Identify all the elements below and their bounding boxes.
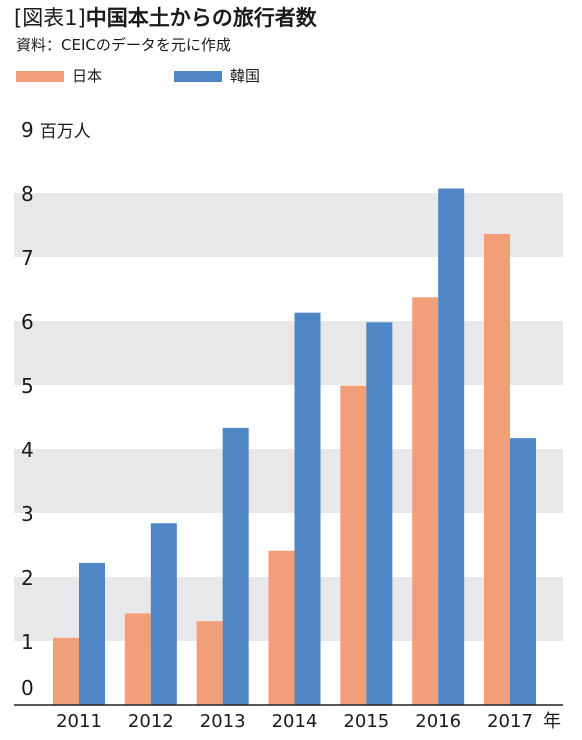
bars bbox=[53, 188, 536, 705]
figure-label: [図表1] bbox=[14, 6, 86, 30]
grid-band bbox=[14, 193, 563, 257]
y-tick-label: 5 bbox=[21, 374, 34, 398]
chart-title: [図表1]中国本土からの旅行者数 bbox=[14, 4, 317, 32]
y-tick-label: 2 bbox=[21, 566, 34, 590]
y-tick-label: 1 bbox=[21, 630, 34, 654]
x-tick-label: 2013 bbox=[200, 711, 246, 732]
bar-japan-2012 bbox=[124, 613, 151, 705]
y-tick-label: 0 bbox=[21, 676, 34, 700]
y-tick-label: 3 bbox=[21, 502, 34, 526]
legend-item-japan: 日本 bbox=[16, 66, 102, 86]
bar-japan-2015 bbox=[340, 385, 367, 705]
x-unit-label: 年 bbox=[543, 711, 561, 732]
legend-label-korea: 韓国 bbox=[230, 67, 261, 85]
bar-korea-2012 bbox=[150, 523, 177, 705]
bar-korea-2015 bbox=[366, 322, 393, 705]
bar-japan-2016 bbox=[412, 297, 439, 705]
bar-korea-2011 bbox=[79, 562, 105, 705]
x-tick-label: 2012 bbox=[128, 711, 174, 732]
legend-swatch-korea bbox=[174, 70, 222, 82]
bar-korea-2017 bbox=[510, 438, 536, 705]
x-tick-label: 2017 bbox=[487, 711, 533, 732]
bar-japan-2013 bbox=[196, 621, 223, 705]
x-tick-labels: 2011 2012 2013 2014 2015 2016 2017 年 bbox=[56, 711, 561, 732]
y-tick-label: 6 bbox=[21, 310, 34, 334]
x-tick-label: 2016 bbox=[415, 711, 461, 732]
y-unit-label: 百万人 bbox=[40, 122, 91, 142]
legend-swatch-japan bbox=[16, 70, 64, 82]
grid-band bbox=[14, 449, 563, 513]
y-tick-label: 4 bbox=[21, 438, 34, 462]
legend-item-korea: 韓国 bbox=[174, 66, 260, 86]
bar-japan-2014 bbox=[268, 550, 295, 705]
y-tick-label: 7 bbox=[21, 246, 34, 270]
y-tick-labels: 0 1 2 3 4 5 6 7 8 9 百万人 bbox=[21, 118, 91, 700]
y-tick-label: 8 bbox=[21, 182, 34, 206]
bar-korea-2014 bbox=[294, 312, 321, 705]
y-tick-label: 9 百万人 bbox=[21, 118, 91, 142]
bar-korea-2013 bbox=[222, 427, 249, 705]
x-tick-label: 2014 bbox=[272, 711, 318, 732]
grid-band bbox=[14, 321, 563, 385]
bar-korea-2016 bbox=[438, 188, 465, 705]
bar-japan-2011 bbox=[53, 637, 79, 705]
x-tick-label: 2015 bbox=[343, 711, 389, 732]
title-text: 中国本土からの旅行者数 bbox=[85, 6, 317, 30]
bar-japan-2017 bbox=[484, 233, 510, 705]
legend-label-japan: 日本 bbox=[72, 67, 103, 85]
chart-subtitle: 資料：CEICのデータを元に作成 bbox=[16, 36, 231, 54]
x-tick-label: 2011 bbox=[56, 711, 102, 732]
